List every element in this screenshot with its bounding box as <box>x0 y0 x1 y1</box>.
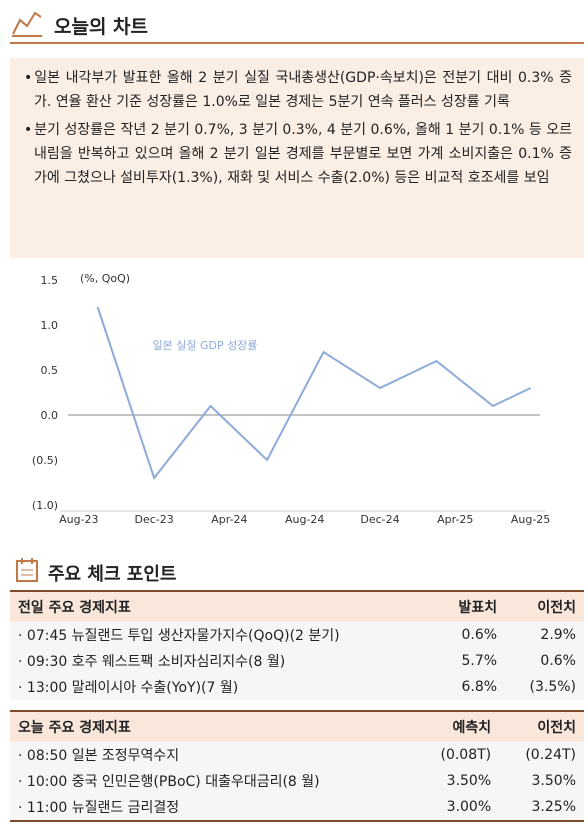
x-tick-label: Dec-24 <box>360 513 399 526</box>
x-tick-label: Dec-23 <box>134 513 173 526</box>
table-row: 전일 주요 경제지표 발표치 이전치 <box>10 591 584 622</box>
bullet: 분기 성장률은 작년 2 분기 0.7%, 3 분기 0.3%, 4 분기 0.… <box>24 118 572 190</box>
y-tick-label: (1.0) <box>32 499 58 512</box>
chart: (%, QoQ) 1.5 1.0 0.5 0.0 (0.5) (1.0)Aug-23 Dec… <box>32 272 550 526</box>
table-row: 07:45 뉴질랜드 투입 생산자물가지수(QoQ)(2 분기)0.6%2.9% <box>10 622 584 648</box>
table-header-cell: 예측치 <box>414 711 500 742</box>
table: 전일 주요 경제지표발표치이전치07:45 뉴질랜드 투입 생산자물가지수(Qo… <box>10 590 584 700</box>
table-header-cell: 전일 주요 경제지표 <box>10 591 437 622</box>
y-tick-label: (0.5) <box>32 454 58 467</box>
chart-icon <box>12 11 42 37</box>
table-cell: 10:00 중국 인민은행(PBoC) 대출우대금리(8 월) <box>10 768 415 794</box>
table-header-cell: 이전치 <box>499 711 584 742</box>
series-line <box>96 306 532 481</box>
table-cell: 11:00 뉴질랜드 금리결정 <box>10 794 415 821</box>
table-cell: 6.8% <box>436 674 506 700</box>
y-axis-label: (%, QoQ) <box>80 272 130 285</box>
x-tick-label: Apr-24 <box>211 513 247 526</box>
table-row: 10:00 중국 인민은행(PBoC) 대출우대금리(8 월)3.50%3.50… <box>10 768 584 794</box>
table-row: 08:50 일본 조정무역수지(0.08T)(0.24T) <box>10 742 584 768</box>
table-cell: 09:30 호주 웨스트팩 소비자심리지수(8 월) <box>10 648 437 674</box>
table-cell: 2.9% <box>505 622 584 648</box>
table-row: 13:00 말레이시아 수출(YoY)(7 월)6.8%(3.5%) <box>10 674 584 700</box>
table-cell: 3.00% <box>414 794 500 821</box>
table-cell: 3.25% <box>499 794 584 821</box>
table-cell: 13:00 말레이시아 수출(YoY)(7 월) <box>10 674 437 700</box>
table-cell: (0.08T) <box>414 742 500 768</box>
y-tick-label: 1.5 <box>41 274 59 287</box>
table-cell: 3.50% <box>414 768 500 794</box>
y-tick-label: 0.5 <box>41 364 59 377</box>
x-tick-label: Aug-24 <box>285 513 324 526</box>
table-header-cell: 이전치 <box>505 591 584 622</box>
x-tick-label: Aug-25 <box>511 513 550 526</box>
series-label: 일본 실질 GDP 성장률 <box>153 338 258 352</box>
table: 오늘 주요 경제지표예측치이전치08:50 일본 조정무역수지(0.08T)(0… <box>10 710 584 822</box>
x-tick-label: Aug-23 <box>59 513 98 526</box>
table-cell: (0.24T) <box>499 742 584 768</box>
bullet: 일본 내각부가 발표한 올해 2 분기 실질 국내총생산(GDP·속보치)은 전… <box>24 66 572 114</box>
table-cell: 07:45 뉴질랜드 투입 생산자물가지수(QoQ)(2 분기) <box>10 622 437 648</box>
x-tick-label: Apr-25 <box>437 513 473 526</box>
table-cell: 5.7% <box>436 648 506 674</box>
table-row: 09:30 호주 웨스트팩 소비자심리지수(8 월)5.7%0.6% <box>10 648 584 674</box>
table-cell: (3.5%) <box>505 674 584 700</box>
table-cell: 08:50 일본 조정무역수지 <box>10 742 415 768</box>
table-cell: 0.6% <box>505 648 584 674</box>
table-header-cell: 발표치 <box>436 591 506 622</box>
y-tick-label: 1.0 <box>41 319 59 332</box>
summary-box: 일본 내각부가 발표한 올해 2 분기 실질 국내총생산(GDP·속보치)은 전… <box>10 58 584 258</box>
header-title: 오늘의 차트 <box>54 16 149 38</box>
section-header: 주요 체크 포인트 <box>14 556 584 588</box>
section-title: 주요 체크 포인트 <box>48 564 177 585</box>
table-cell: 3.50% <box>499 768 584 794</box>
calendar-icon <box>16 558 38 582</box>
table-header-cell: 오늘 주요 경제지표 <box>10 711 415 742</box>
table-cell: 0.6% <box>436 622 506 648</box>
table-row: 오늘 주요 경제지표 예측치 이전치 <box>10 711 584 742</box>
header: 오늘의 차트 <box>10 8 584 44</box>
y-tick-label: 0.0 <box>41 409 59 422</box>
